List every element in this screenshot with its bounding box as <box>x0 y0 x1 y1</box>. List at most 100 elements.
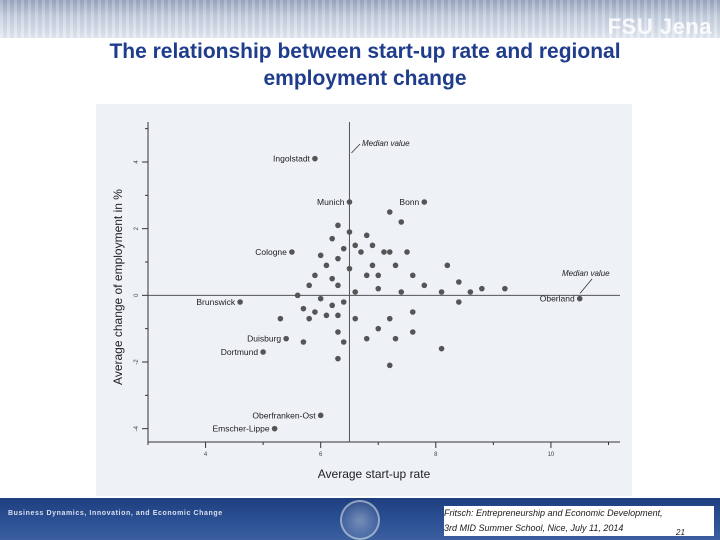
data-point <box>323 262 330 269</box>
data-point <box>456 279 462 285</box>
data-point-ingolstadt <box>312 155 318 162</box>
data-label-bonn: Bonn <box>399 197 419 207</box>
data-label-duisburg: Duisburg <box>247 334 281 344</box>
data-point-dortmund <box>260 349 266 355</box>
data-point <box>294 292 301 299</box>
x-tick-label: 6 <box>319 452 323 458</box>
data-point-oberfranken-ost <box>317 412 324 419</box>
data-point <box>335 282 341 289</box>
data-point <box>363 335 370 342</box>
y-tick-label: 0 <box>134 293 140 297</box>
data-point <box>346 229 353 235</box>
data-point <box>375 285 382 292</box>
data-point <box>438 289 445 295</box>
header-texture <box>0 0 720 38</box>
data-point <box>409 272 416 279</box>
header-banner: FSU Jena <box>0 0 720 38</box>
data-point <box>329 235 335 242</box>
y-tick-label: -2 <box>134 359 140 365</box>
data-point <box>479 285 485 292</box>
data-point <box>456 299 462 305</box>
plot-panel <box>96 104 632 496</box>
page-number: 21 <box>676 528 685 537</box>
median-value-annotation-top: Median value <box>362 139 410 148</box>
data-point <box>404 249 410 255</box>
data-label-oberland: Oberland <box>540 294 575 304</box>
x-tick-label: 10 <box>548 452 555 458</box>
data-point <box>386 362 393 369</box>
citation-line-1: Fritsch: Entrepreneurship and Economic D… <box>444 508 663 518</box>
footer-course-title: Business Dynamics, Innovation, and Econo… <box>8 510 223 517</box>
data-point <box>398 219 405 225</box>
data-point <box>392 335 399 342</box>
data-point-munich <box>346 199 353 205</box>
data-point <box>306 315 312 322</box>
data-point <box>335 329 341 335</box>
data-point <box>375 325 382 332</box>
data-point <box>352 315 359 322</box>
data-point <box>369 242 376 249</box>
data-point <box>381 249 387 255</box>
data-point <box>312 309 318 315</box>
data-point-emscher-lippe <box>271 425 278 432</box>
data-point <box>363 232 370 239</box>
data-point <box>329 302 335 309</box>
y-tick-label: -4 <box>134 425 140 431</box>
citation-line-2: 3rd MID Summer School, Nice, July 11, 20… <box>444 523 624 533</box>
y-axis-label: Average change of employment in % <box>111 189 125 385</box>
data-point <box>438 345 445 352</box>
data-point <box>300 339 307 345</box>
slide-title-line-2: employment change <box>263 67 467 90</box>
data-point <box>335 255 341 262</box>
x-tick-label: 8 <box>434 452 438 458</box>
data-point <box>306 282 312 289</box>
data-point <box>340 245 347 252</box>
data-point <box>363 272 370 279</box>
data-label-munich: Munich <box>317 197 345 207</box>
data-point <box>358 249 364 255</box>
data-label-dortmund: Dortmund <box>221 347 259 357</box>
median-annotation-arrow-top <box>351 143 361 154</box>
data-point <box>444 262 451 269</box>
data-point <box>352 289 359 295</box>
data-point <box>398 289 405 295</box>
median-value-annotation-right: Median value <box>562 269 610 278</box>
data-point <box>467 289 474 295</box>
y-tick-label: 2 <box>134 226 140 230</box>
data-point <box>346 265 353 272</box>
slide-title-line-1: The relationship between start-up rate a… <box>109 40 621 63</box>
data-point <box>323 312 330 319</box>
data-point <box>335 222 341 229</box>
data-point <box>329 275 335 282</box>
data-point <box>409 329 416 335</box>
data-point <box>300 305 307 312</box>
data-label-emscher-lippe: Emscher-Lippe <box>212 424 269 434</box>
data-point <box>421 282 428 289</box>
data-point <box>317 295 324 302</box>
data-label-cologne: Cologne <box>255 247 287 257</box>
data-point <box>335 355 341 362</box>
university-seal-icon <box>340 500 380 540</box>
data-point <box>502 285 508 292</box>
data-label-brunswick: Brunswick <box>196 297 235 307</box>
data-point <box>340 339 347 345</box>
data-point <box>386 315 393 322</box>
data-point <box>335 312 341 319</box>
data-point-bonn <box>421 199 428 205</box>
x-tick-label: 4 <box>204 452 208 458</box>
median-annotation-arrow-right <box>579 278 593 294</box>
data-point-brunswick <box>237 299 243 305</box>
data-point <box>392 262 399 269</box>
data-label-oberfranken-ost: Oberfranken-Ost <box>252 410 316 420</box>
y-tick-label: 4 <box>134 160 140 164</box>
slide-title: The relationship between start-up rate a… <box>40 38 690 92</box>
x-axis-label: Average start-up rate <box>318 467 431 481</box>
data-point-cologne <box>289 249 295 255</box>
data-point <box>312 272 318 279</box>
data-point <box>317 252 324 259</box>
data-point <box>386 249 393 255</box>
university-brand: FSU Jena <box>607 14 712 38</box>
data-point <box>386 209 393 215</box>
data-point-oberland <box>576 295 583 302</box>
